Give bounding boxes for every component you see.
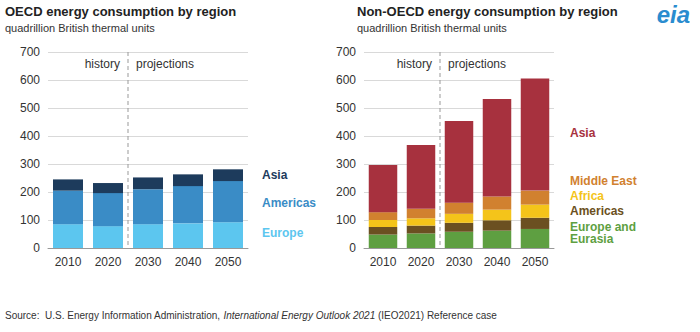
svg-text:eia: eia <box>657 1 690 28</box>
svg-text:(IEO2021) Reference case: (IEO2021) Reference case <box>375 310 497 321</box>
svg-text:Americas: Americas <box>570 204 624 218</box>
svg-text:OECD energy consumption by reg: OECD energy consumption by region <box>5 4 236 19</box>
svg-text:2040: 2040 <box>484 255 511 269</box>
svg-text:700: 700 <box>20 45 40 59</box>
svg-text:history: history <box>397 57 432 71</box>
svg-text:2030: 2030 <box>135 255 162 269</box>
svg-text:projections: projections <box>136 57 194 71</box>
svg-text:Source: U.S. Energy Informati: Source: U.S. Energy Information Administ… <box>5 310 223 321</box>
svg-text:0: 0 <box>349 241 356 255</box>
svg-text:500: 500 <box>336 101 356 115</box>
svg-text:100: 100 <box>20 213 40 227</box>
svg-text:200: 200 <box>336 185 356 199</box>
svg-text:400: 400 <box>20 129 40 143</box>
svg-text:2040: 2040 <box>175 255 202 269</box>
svg-text:Africa: Africa <box>570 189 604 203</box>
svg-text:Americas: Americas <box>262 196 316 210</box>
svg-text:0: 0 <box>33 241 40 255</box>
svg-text:Europe and: Europe and <box>570 220 640 234</box>
svg-text:2020: 2020 <box>95 255 122 269</box>
svg-text:300: 300 <box>20 157 40 171</box>
svg-text:2010: 2010 <box>370 255 397 269</box>
svg-text:Middle East: Middle East <box>570 174 637 188</box>
svg-text:2030: 2030 <box>446 255 473 269</box>
svg-text:2020: 2020 <box>408 255 435 269</box>
svg-text:Europe: Europe <box>262 226 304 240</box>
svg-text:quadrillion British thermal un: quadrillion British thermal units <box>5 22 155 34</box>
svg-text:400: 400 <box>336 129 356 143</box>
svg-text:Asia: Asia <box>570 126 596 140</box>
svg-text:500: 500 <box>20 101 40 115</box>
svg-text:projections: projections <box>448 57 506 71</box>
svg-text:International Energy Outlook 2: International Energy Outlook 2021 <box>223 310 375 321</box>
svg-text:Non-OECD energy consumption by: Non-OECD energy consumption by region <box>357 4 618 19</box>
svg-text:200: 200 <box>20 185 40 199</box>
svg-text:300: 300 <box>336 157 356 171</box>
svg-text:2010: 2010 <box>55 255 82 269</box>
svg-text:Eurasia: Eurasia <box>570 232 614 246</box>
svg-text:quadrillion British thermal un: quadrillion British thermal units <box>357 22 507 34</box>
svg-text:Asia: Asia <box>262 168 288 182</box>
svg-text:2050: 2050 <box>215 255 242 269</box>
svg-text:600: 600 <box>20 73 40 87</box>
svg-text:600: 600 <box>336 73 356 87</box>
svg-text:history: history <box>85 57 120 71</box>
svg-text:700: 700 <box>336 45 356 59</box>
svg-text:2050: 2050 <box>522 255 549 269</box>
svg-text:100: 100 <box>336 213 356 227</box>
